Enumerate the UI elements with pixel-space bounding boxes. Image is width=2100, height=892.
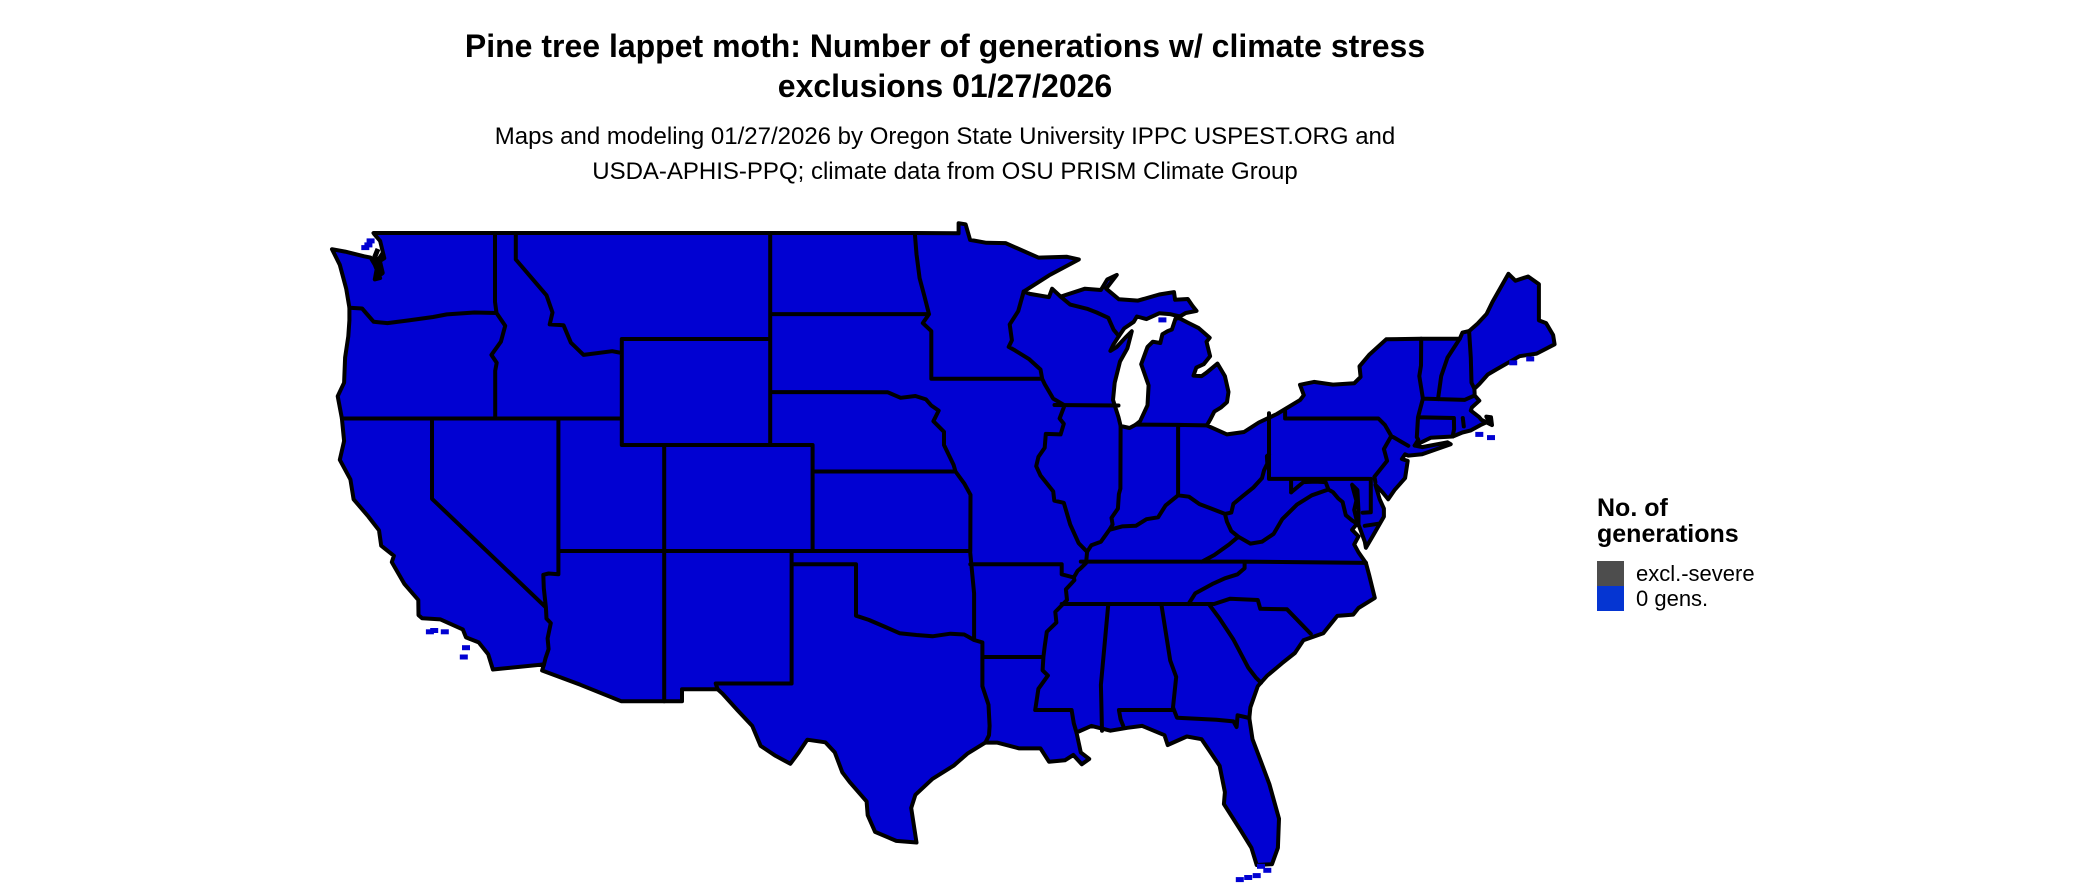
island-speck (1244, 875, 1253, 880)
page-subtitle-line1: Maps and modeling 01/27/2026 by Oregon S… (494, 123, 1396, 150)
state-borders-layer (339, 231, 1477, 745)
island-speck (462, 645, 470, 651)
island-speck (361, 245, 370, 251)
map-legend: No. of generations excl.-severe 0 gens. (1597, 495, 1755, 611)
puget-sound-detail (372, 247, 386, 280)
island-speck (1158, 317, 1167, 323)
island-speck (425, 629, 434, 635)
page-subtitle: Maps and modeling 01/27/2026 by Oregon S… (345, 119, 1545, 189)
page-title-line1: Pine tree lappet moth: Number of generat… (464, 28, 1426, 64)
island-speck (1509, 360, 1518, 366)
legend-swatch-excl-severe (1597, 561, 1624, 586)
island-speck (1526, 356, 1535, 362)
page-subtitle-line2: USDA-APHIS-PPQ; climate data from OSU PR… (592, 158, 1298, 185)
legend-swatch-0-gens (1597, 586, 1624, 611)
island-speck (440, 629, 449, 635)
legend-item-0-gens: 0 gens. (1597, 586, 1755, 611)
legend-title: No. of generations (1597, 495, 1755, 547)
page-title: Pine tree lappet moth: Number of generat… (345, 26, 1545, 106)
page-title-line2: exclusions 01/27/2026 (777, 68, 1113, 104)
conus-fill-outline (330, 221, 1557, 867)
island-speck (1252, 873, 1261, 879)
island-speck (1235, 877, 1244, 883)
island-speck (459, 654, 468, 660)
legend-title-line2: generations (1597, 520, 1739, 548)
legend-items: excl.-severe 0 gens. (1597, 561, 1755, 611)
island-speck (1475, 431, 1484, 437)
legend-label-excl-severe: excl.-severe (1636, 561, 1755, 586)
legend-item-excl-severe: excl.-severe (1597, 561, 1755, 586)
legend-title-line1: No. of (1597, 494, 1668, 522)
island-speck (364, 242, 373, 248)
island-speck (1263, 867, 1272, 873)
island-speck (1257, 863, 1265, 869)
legend-label-0-gens: 0 gens. (1636, 586, 1709, 611)
island-speck (366, 238, 375, 244)
island-speck (430, 628, 439, 633)
island-speck (1487, 435, 1495, 441)
